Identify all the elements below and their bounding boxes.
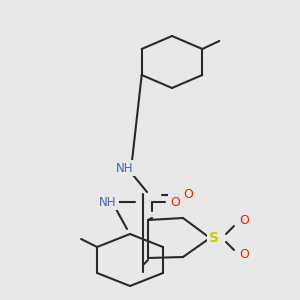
Text: O: O <box>239 214 249 227</box>
Text: S: S <box>209 231 219 245</box>
Text: NH: NH <box>116 161 134 175</box>
Text: O: O <box>183 188 193 202</box>
Text: O: O <box>170 196 180 208</box>
Text: O: O <box>239 248 249 262</box>
Text: NH: NH <box>99 196 117 208</box>
